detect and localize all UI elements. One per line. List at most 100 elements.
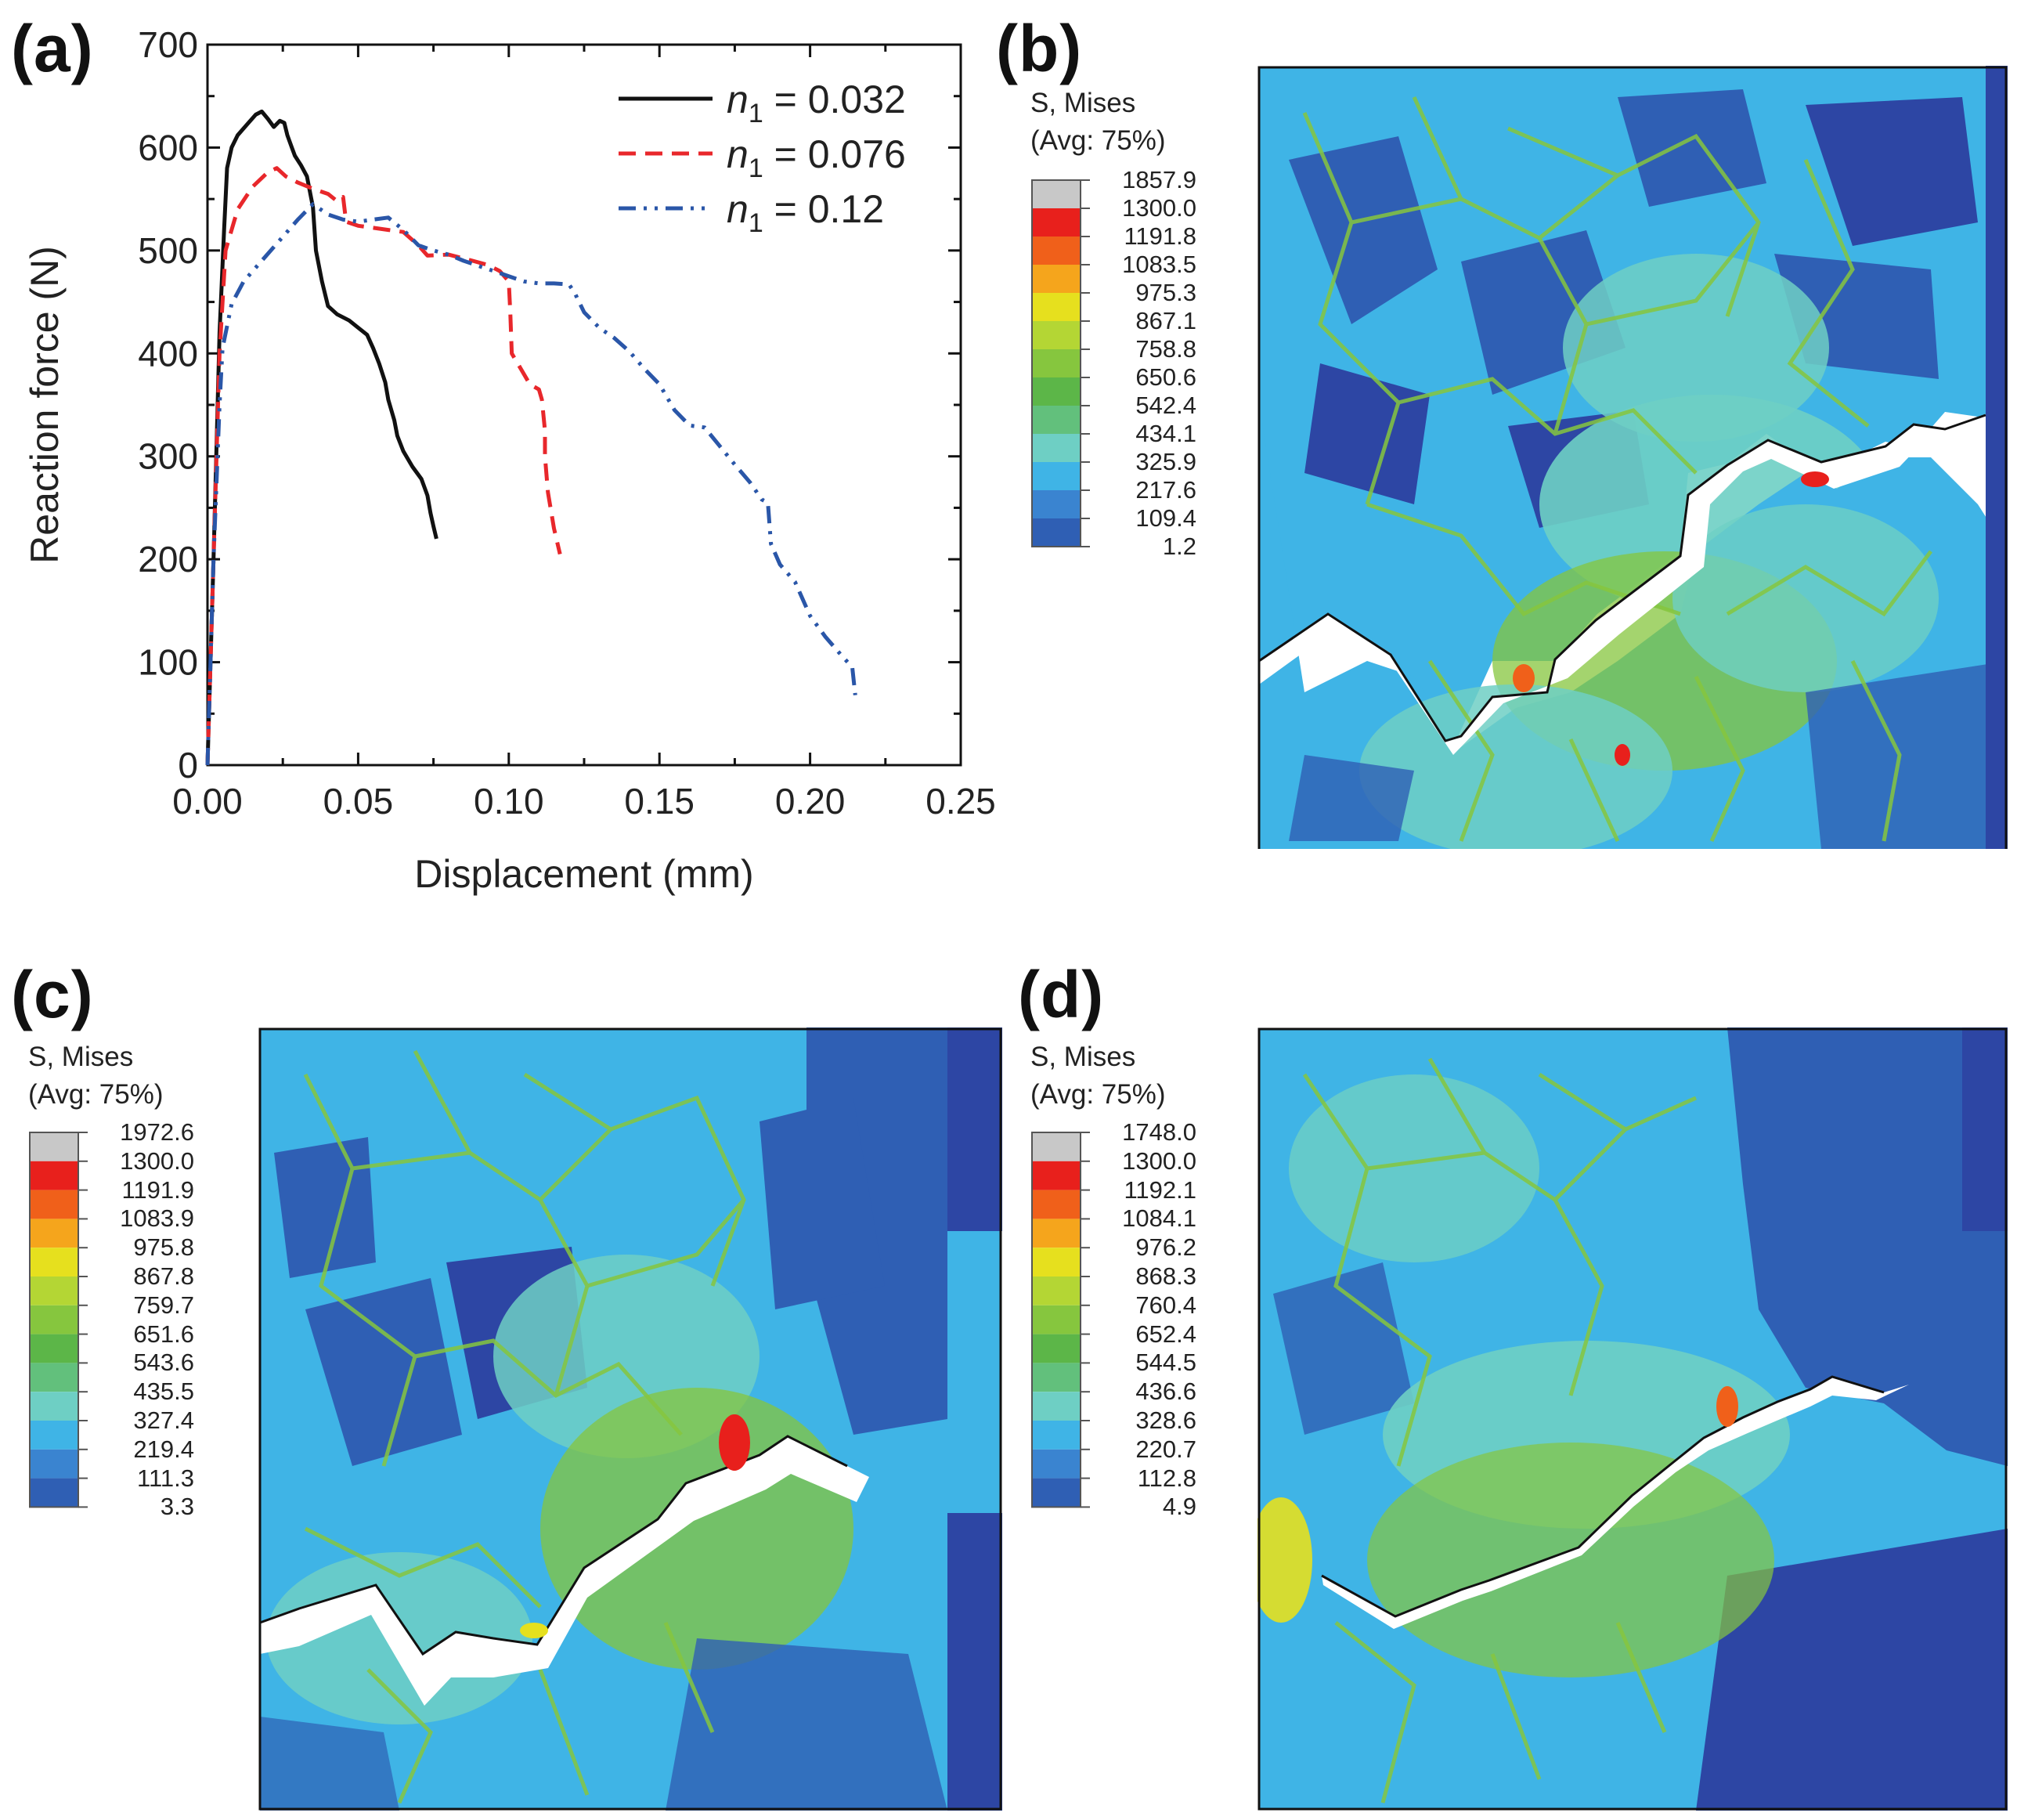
colorbar-band [1032, 1305, 1081, 1334]
colorbar-band [30, 1190, 78, 1219]
colorbar-band [1032, 1421, 1081, 1450]
colorbar-value-label: 111.3 [137, 1464, 194, 1492]
colorbar-value-label: 650.6 [1135, 363, 1196, 391]
colorbar-value-label: 867.1 [1135, 307, 1196, 334]
colorbar-band [30, 1392, 78, 1421]
y-axis-label: Reaction force (N) [23, 246, 67, 564]
x-tick-label: 0.00 [172, 781, 243, 822]
series-line-1 [205, 109, 438, 766]
x-tick-label: 0.10 [474, 781, 544, 822]
colorbar-value-label: 327.4 [133, 1407, 194, 1434]
fem-contour-b [1257, 66, 2008, 849]
legend-c-colorbar [29, 1132, 88, 1508]
legend-d-title: S, Mises [1030, 1042, 1136, 1072]
colorbar-band [1032, 518, 1081, 547]
colorbar-band [30, 1363, 78, 1392]
colorbar-band [1032, 434, 1081, 462]
panel-label-a: (a) [11, 12, 94, 85]
colorbar-value-label: 976.2 [1135, 1233, 1196, 1262]
panel-label-d: (d) [1018, 958, 1105, 1031]
y-tick-label: 700 [138, 24, 198, 65]
colorbar-band [1032, 1478, 1081, 1508]
colorbar-band [1032, 490, 1081, 518]
colorbar-band [1032, 1132, 1081, 1161]
colorbar-band [1032, 349, 1081, 377]
legend-entry-1: n1 = 0.032 [727, 78, 906, 128]
colorbar-band [30, 1219, 78, 1248]
x-tick-label: 0.05 [323, 781, 394, 822]
colorbar-band [1032, 208, 1081, 237]
colorbar-value-label: 758.8 [1135, 335, 1196, 363]
colorbar-frame [1031, 1132, 1081, 1508]
colorbar-band [1032, 1161, 1081, 1190]
colorbar-band [30, 1478, 78, 1508]
colorbar-value-label: 217.6 [1135, 476, 1196, 504]
colorbar-band [1032, 180, 1081, 208]
colorbar-frame [29, 1132, 79, 1508]
colorbar-value-label: 1192.1 [1124, 1175, 1196, 1204]
x-tick-label: 0.15 [624, 781, 695, 822]
colorbar-value-label: 868.3 [1135, 1262, 1196, 1290]
colorbar-value-label: 1748.0 [1122, 1118, 1196, 1146]
y-tick-label: 600 [138, 127, 198, 168]
colorbar-band [30, 1132, 78, 1161]
legend-b-subtitle: (Avg: 75%) [1030, 125, 1166, 156]
colorbar-value-label: 109.4 [1135, 504, 1196, 532]
colorbar-band [30, 1421, 78, 1450]
colorbar-value-label: 1083.9 [120, 1204, 194, 1233]
colorbar-value-label: 328.6 [1135, 1407, 1196, 1434]
colorbar-value-label: 1191.8 [1124, 222, 1196, 250]
colorbar-band [1032, 1219, 1081, 1248]
colorbar-value-label: 544.5 [1135, 1349, 1196, 1377]
colorbar-band [30, 1161, 78, 1190]
colorbar-band [30, 1277, 78, 1305]
colorbar-band [30, 1449, 78, 1479]
y-tick-label: 400 [138, 333, 198, 374]
legend-d-colorbar [1031, 1132, 1090, 1508]
colorbar-value-label: 867.8 [133, 1262, 194, 1290]
legend-c-title: S, Mises [28, 1042, 134, 1072]
colorbar-frame [1031, 179, 1081, 547]
y-tick-label: 300 [138, 436, 198, 477]
colorbar-value-label: 975.8 [133, 1233, 194, 1262]
y-tick-label: 100 [138, 642, 198, 683]
colorbar-band [1032, 321, 1081, 349]
legend-c-subtitle: (Avg: 75%) [28, 1079, 164, 1110]
legend-b-title: S, Mises [1030, 88, 1136, 118]
colorbar-value-label: 4.9 [1162, 1493, 1196, 1521]
colorbar-band [1032, 1392, 1081, 1421]
fem-contour-d [1257, 1027, 2008, 1811]
colorbar-band [1032, 1363, 1081, 1392]
colorbar-value-label: 219.4 [133, 1435, 194, 1463]
colorbar-value-label: 1300.0 [1122, 194, 1196, 222]
colorbar-value-label: 651.6 [133, 1320, 194, 1348]
colorbar-value-label: 975.3 [1135, 279, 1196, 306]
colorbar-band [30, 1334, 78, 1363]
colorbar-band [1032, 462, 1081, 490]
x-tick-label: 0.20 [775, 781, 846, 822]
colorbar-value-label: 434.1 [1135, 420, 1196, 447]
legend-b-colorbar [1031, 179, 1090, 547]
colorbar-value-label: 652.4 [1135, 1320, 1196, 1348]
colorbar-value-label: 436.6 [1135, 1378, 1196, 1406]
colorbar-value-label: 1191.9 [121, 1175, 194, 1204]
colorbar-value-label: 220.7 [1135, 1435, 1196, 1463]
colorbar-value-label: 759.7 [133, 1291, 194, 1319]
colorbar-band [1032, 377, 1081, 406]
legend-entry-2: n1 = 0.076 [727, 132, 906, 183]
legend-entry-3: n1 = 0.12 [727, 187, 884, 238]
colorbar-band [1032, 1334, 1081, 1363]
colorbar-value-label: 3.3 [160, 1493, 194, 1521]
y-tick-label: 500 [138, 230, 198, 271]
fem-contour-c [258, 1027, 1002, 1811]
colorbar-band [1032, 1449, 1081, 1479]
colorbar-value-label: 1857.9 [1122, 166, 1196, 193]
colorbar-value-label: 543.6 [133, 1349, 194, 1377]
colorbar-band [1032, 406, 1081, 434]
reaction-force-chart: 0.00 0.05 0.10 0.15 0.20 0.25 0 100 200 300 400 500… [23, 24, 996, 896]
series-line-3 [205, 202, 857, 766]
legend-d-subtitle: (Avg: 75%) [1030, 1079, 1166, 1110]
x-tick-label: 0.25 [926, 781, 996, 822]
colorbar-value-label: 435.5 [133, 1378, 194, 1406]
colorbar-value-label: 1972.6 [120, 1118, 194, 1146]
